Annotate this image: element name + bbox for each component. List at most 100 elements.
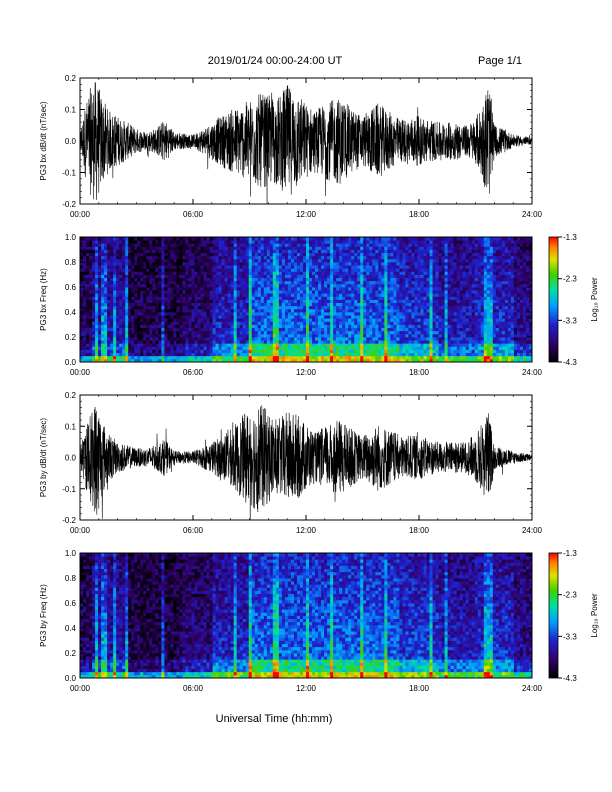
heatmap-cell xyxy=(143,243,147,247)
heatmap-cell xyxy=(260,349,265,354)
heatmap-cell xyxy=(345,277,349,282)
heatmap-cell xyxy=(266,290,271,294)
heatmap-cell xyxy=(224,358,229,363)
heatmap-cell xyxy=(86,330,90,335)
heatmap-cell xyxy=(429,327,433,332)
heatmap-cell xyxy=(254,262,259,266)
heatmap-cell xyxy=(408,299,412,304)
heatmap-cell xyxy=(387,324,391,329)
heatmap-cell xyxy=(318,333,322,338)
heatmap-cell xyxy=(110,280,114,285)
heatmap-cell xyxy=(125,340,129,344)
heatmap-cell xyxy=(414,246,418,250)
heatmap-cell xyxy=(116,280,120,285)
heatmap-cell xyxy=(203,262,207,266)
heatmap-cell xyxy=(86,296,90,300)
heatmap-cell xyxy=(83,305,87,310)
heatmap-cell xyxy=(137,312,141,316)
heatmap-cell xyxy=(122,255,126,260)
heatmap-cell xyxy=(134,315,138,319)
heatmap-cell xyxy=(254,355,259,360)
heatmap-cell xyxy=(254,343,259,347)
heatmap-cell xyxy=(327,243,331,247)
heatmap-cell xyxy=(173,352,177,357)
heatmap-cell xyxy=(278,255,283,260)
heatmap-cell xyxy=(212,243,216,247)
heatmap-cell xyxy=(348,315,352,319)
heatmap-cell xyxy=(281,318,286,322)
heatmap-cell xyxy=(309,268,313,272)
heatmap-cell xyxy=(330,265,334,269)
heatmap-cell xyxy=(345,296,349,300)
heatmap-cell xyxy=(245,258,250,263)
heatmap-cell xyxy=(366,340,370,344)
heatmap-cell xyxy=(429,293,433,297)
heatmap-cell xyxy=(363,330,367,335)
heatmap-cell xyxy=(236,252,241,257)
heatmap-cell xyxy=(248,258,253,263)
heatmap-cell xyxy=(128,352,132,357)
heatmap-cell xyxy=(191,277,195,282)
heatmap-cell xyxy=(339,274,343,279)
heatmap-cell xyxy=(215,240,220,244)
heatmap-cell xyxy=(92,243,96,247)
heatmap-cell xyxy=(318,337,322,341)
heatmap-cell xyxy=(200,302,204,307)
heatmap-cell xyxy=(206,258,210,263)
heatmap-cell xyxy=(278,346,283,350)
heatmap-cell xyxy=(438,305,442,310)
heatmap-cell xyxy=(170,355,174,360)
heatmap-cell xyxy=(423,299,427,304)
heatmap-cell xyxy=(309,240,313,244)
heatmap-cell xyxy=(233,299,238,304)
heatmap-cell xyxy=(275,337,280,341)
heatmap-cell xyxy=(333,240,337,244)
heatmap-cell xyxy=(140,283,144,288)
heatmap-cell xyxy=(381,252,385,257)
heatmap-cell xyxy=(134,355,138,360)
heatmap-cell xyxy=(242,340,247,344)
heatmap-cell xyxy=(345,327,349,332)
heatmap-cell xyxy=(396,271,400,275)
heatmap-cell xyxy=(375,243,379,247)
heatmap-cell xyxy=(414,280,418,285)
heatmap-cell xyxy=(251,252,256,257)
heatmap-cell xyxy=(315,312,319,316)
heatmap-cell xyxy=(390,299,394,304)
heatmap-cell xyxy=(107,258,111,263)
heatmap-cell xyxy=(435,324,439,329)
heatmap-cell xyxy=(191,255,195,260)
heatmap-cell xyxy=(251,302,256,307)
heatmap-cell xyxy=(212,249,216,254)
heatmap-cell xyxy=(89,330,93,335)
heatmap-cell xyxy=(230,296,235,300)
heatmap-cell xyxy=(215,315,220,319)
heatmap-cell xyxy=(390,355,394,360)
heatmap-cell xyxy=(107,293,111,297)
heatmap-cell xyxy=(345,358,349,363)
heatmap-cell xyxy=(236,293,241,297)
heatmap-cell xyxy=(266,312,271,316)
heatmap-cell xyxy=(182,349,186,354)
heatmap-cell xyxy=(426,315,430,319)
heatmap-cell xyxy=(345,349,349,354)
heatmap-cell xyxy=(324,327,328,332)
heatmap-cell xyxy=(363,340,367,344)
heatmap-cell xyxy=(86,324,90,329)
heatmap-cell xyxy=(185,243,189,247)
heatmap-cell xyxy=(302,312,307,316)
heatmap-cell xyxy=(179,237,183,241)
heatmap-cell xyxy=(119,352,123,357)
heatmap-cell xyxy=(309,302,313,307)
heatmap-cell xyxy=(408,246,412,250)
heatmap-cell xyxy=(176,280,180,285)
heatmap-cell xyxy=(336,280,340,285)
heatmap-cell xyxy=(257,349,262,354)
heatmap-cell xyxy=(194,296,198,300)
heatmap-cell xyxy=(170,249,174,254)
heatmap-cell xyxy=(269,246,274,250)
heatmap-cell xyxy=(224,258,229,263)
heatmap-cell xyxy=(134,290,138,294)
heatmap-cell xyxy=(339,312,343,316)
heatmap-cell xyxy=(191,324,195,329)
